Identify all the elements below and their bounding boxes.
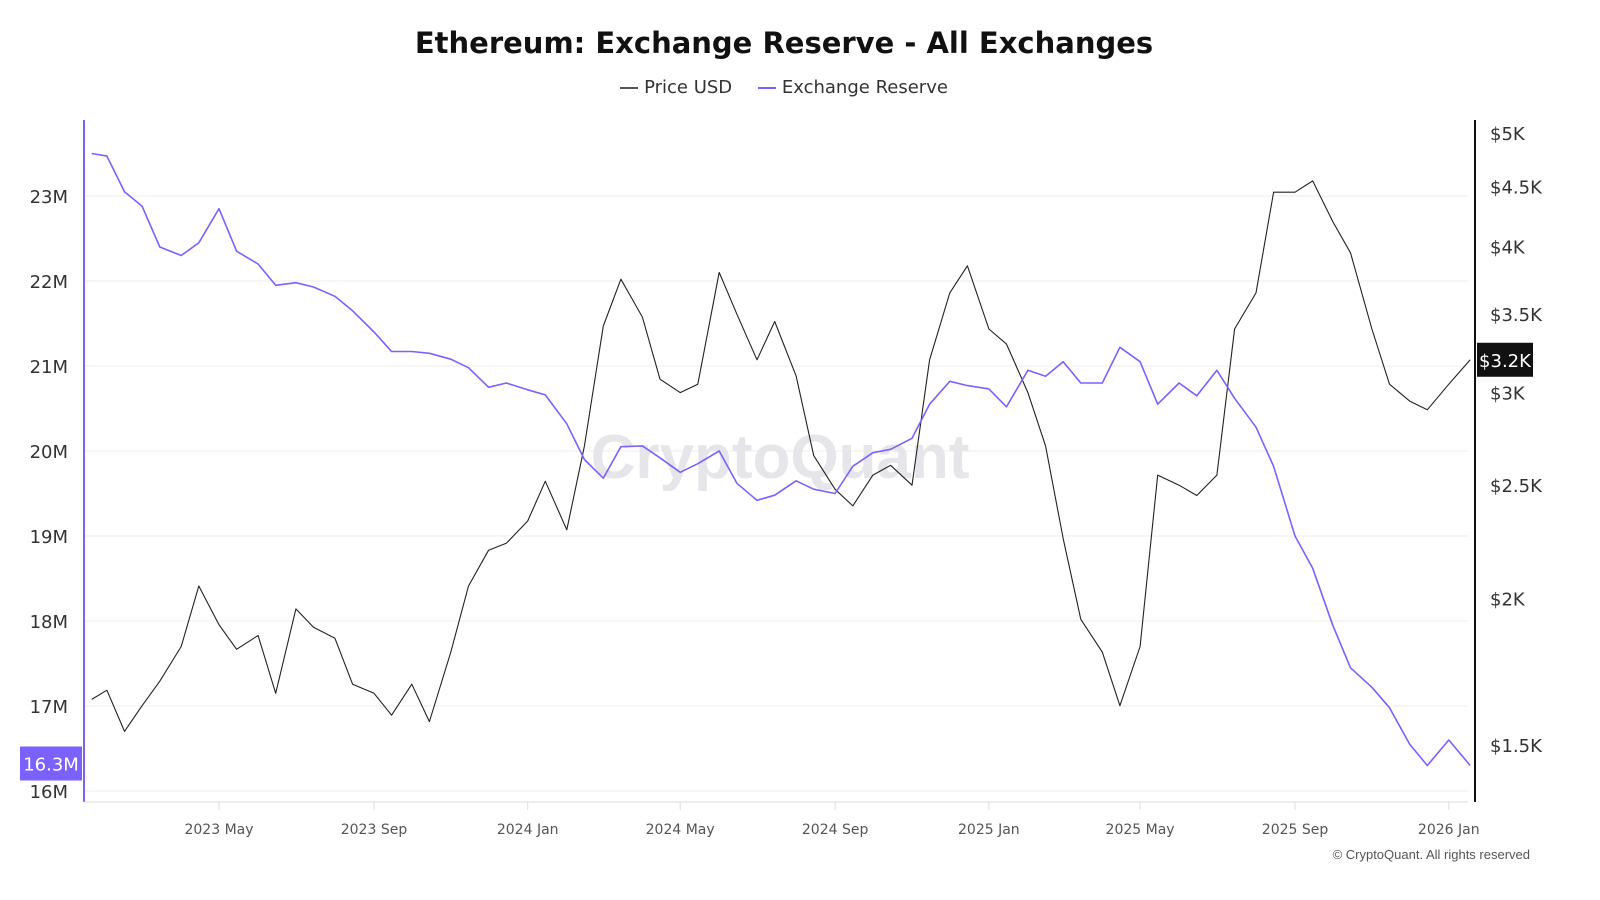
right-tick-label: $2K <box>1490 590 1526 611</box>
x-tick-label: 2025 Jan <box>958 822 1020 838</box>
legend-label: Exchange Reserve <box>781 77 948 98</box>
left-tick-label: 21M <box>30 357 68 378</box>
current-reserve-label: 16.3M <box>23 755 79 776</box>
current-price-badge <box>1477 342 1533 377</box>
right-tick-label: $5K <box>1490 124 1526 145</box>
right-tick-label: $3.5K <box>1490 305 1543 326</box>
current-reserve-badge <box>20 746 82 781</box>
legend: Price USD Exchange Reserve <box>0 77 1568 98</box>
left-tick-label: 19M <box>30 527 68 548</box>
left-tick-label: 20M <box>30 442 68 463</box>
x-tick-label: 2026 Jan <box>1418 822 1480 838</box>
left-tick-label: 17M <box>30 697 68 718</box>
legend-item-price[interactable]: Price USD <box>620 77 732 98</box>
right-tick-label: $4.5K <box>1490 178 1543 199</box>
left-tick-label: 18M <box>30 612 68 633</box>
current-price-label: $3.2K <box>1479 351 1532 372</box>
right-tick-label: $1.5K <box>1490 736 1543 757</box>
x-tick-label: 2023 May <box>184 822 253 838</box>
right-tick-label: $4K <box>1490 237 1526 258</box>
left-tick-label: 16M <box>30 782 68 803</box>
series-line-price-usd <box>91 180 1471 732</box>
series-line-exchange-reserve <box>91 152 1471 767</box>
legend-label: Price USD <box>644 77 733 98</box>
x-tick-label: 2024 May <box>646 822 715 838</box>
x-tick-label: 2024 Jan <box>497 822 559 838</box>
left-tick-label: 22M <box>30 272 68 293</box>
legend-item-reserve[interactable]: Exchange Reserve <box>757 77 948 98</box>
x-tick-label: 2023 Sep <box>341 822 408 838</box>
left-tick-label: 23M <box>30 187 68 208</box>
x-tick-label: 2024 Sep <box>802 822 869 838</box>
x-tick-label: 2025 Sep <box>1262 822 1329 838</box>
copyright-footer: © CryptoQuant. All rights reserved <box>1332 847 1530 862</box>
x-tick-label: 2025 May <box>1106 822 1175 838</box>
right-tick-label: $3K <box>1490 384 1526 405</box>
right-tick-label: $2.5K <box>1490 476 1543 497</box>
chart-title: Ethereum: Exchange Reserve - All Exchang… <box>414 26 1154 60</box>
